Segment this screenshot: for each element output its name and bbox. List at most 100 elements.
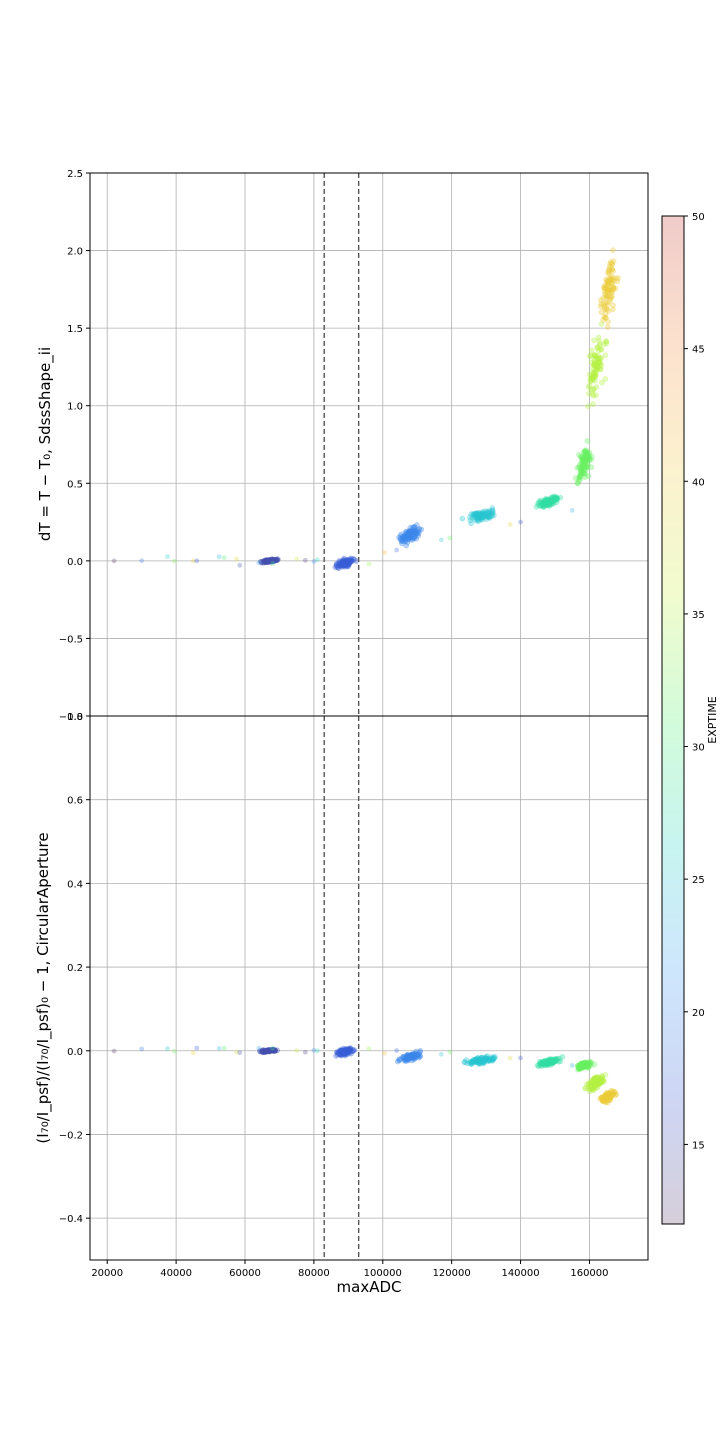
- bottom-scatter-point: [409, 1053, 416, 1060]
- bottom-scatter-point: [602, 1092, 609, 1099]
- top-scatter-point: [542, 496, 549, 503]
- top-y-tick-label: −0.5: [59, 634, 83, 645]
- bottom-scatter-point: [598, 1076, 604, 1083]
- bottom-scatter-point: [601, 1092, 608, 1099]
- bottom-scatter-point: [593, 1080, 600, 1087]
- top-scatter-point: [481, 512, 488, 519]
- bottom-scatter-point: [472, 1057, 478, 1064]
- top-scatter-point: [270, 557, 277, 564]
- top-scatter-point: [485, 508, 492, 515]
- bottom-scatter-point: [605, 1096, 612, 1103]
- bottom-scatter-point: [467, 1059, 474, 1065]
- top-y-tick-label: 2.5: [67, 169, 83, 180]
- top-scatter-point: [406, 534, 412, 541]
- bottom-scatter-point: [340, 1045, 347, 1052]
- bottom-scatter-point: [605, 1094, 611, 1100]
- bottom-scatter-point: [491, 1055, 498, 1062]
- top-scatter-point: [591, 352, 598, 358]
- top-scatter-point: [477, 516, 484, 522]
- bottom-scatter-point: [595, 1078, 602, 1085]
- bottom-scatter-point: [581, 1062, 587, 1068]
- top-scatter-point: [601, 341, 608, 347]
- bottom-scatter-point: [553, 1056, 559, 1063]
- top-scatter-point: [476, 513, 482, 520]
- top-scatter-point: [403, 528, 410, 535]
- bottom-scatter-point: [338, 1052, 344, 1059]
- top-scatter-point: [340, 562, 347, 568]
- bottom-scatter-point: [550, 1060, 556, 1067]
- top-scatter-point: [338, 561, 345, 568]
- top-scatter-point: [272, 557, 278, 563]
- top-scatter-point: [549, 497, 556, 504]
- bottom-scatter-point: [341, 1049, 348, 1056]
- bottom-scatter-point: [588, 1079, 594, 1086]
- top-scatter-point: [584, 464, 591, 471]
- bottom-scatter-point: [536, 1058, 543, 1065]
- top-scatter-point: [537, 503, 544, 509]
- top-y-axis-label: dT = T − T₀, SdssShape_ii: [36, 347, 55, 541]
- top-scatter-point: [264, 557, 270, 564]
- top-scatter-point: [269, 556, 276, 563]
- bottom-scatter-point: [598, 1078, 605, 1085]
- top-scatter-point: [485, 512, 492, 519]
- bottom-scatter-point: [490, 1055, 497, 1062]
- bottom-scatter-point: [259, 1048, 266, 1055]
- top-scatter-point: [338, 561, 345, 568]
- bottom-scatter-point: [342, 1049, 349, 1056]
- bottom-scatter-point: [267, 1048, 274, 1054]
- bottom-scatter-point: [405, 1057, 411, 1064]
- bottom-scatter-point: [579, 1063, 586, 1070]
- top-scatter-point: [545, 496, 552, 503]
- bottom-scatter-point: [476, 1060, 483, 1067]
- top-scatter-point: [341, 560, 347, 566]
- top-scatter-point: [609, 293, 615, 300]
- bottom-scatter-point: [598, 1076, 604, 1083]
- top-scatter-point: [266, 558, 273, 564]
- colorbar-gradient: [662, 216, 684, 1224]
- top-scatter-point: [258, 558, 264, 565]
- top-scatter-point: [403, 535, 409, 542]
- top-scatter-point: [273, 557, 280, 564]
- bottom-scatter-point: [485, 1056, 492, 1063]
- top-scatter-point: [405, 532, 412, 539]
- top-scatter-point: [603, 287, 610, 294]
- bottom-y-tick-label: 0.0: [67, 1047, 83, 1058]
- bottom-scatter-point: [345, 1049, 352, 1055]
- top-scatter-point: [577, 464, 583, 471]
- bottom-scatter-point: [587, 1083, 594, 1089]
- bottom-scatter-point: [339, 1050, 346, 1056]
- top-scatter-point: [605, 289, 611, 296]
- top-scatter-point: [402, 537, 408, 544]
- top-scatter-point: [269, 556, 275, 563]
- bottom-scatter-point: [605, 1091, 612, 1097]
- top-scatter-point: [586, 382, 593, 389]
- top-scatter-point: [261, 558, 268, 565]
- top-scatter-point: [597, 355, 604, 362]
- bottom-scatter-point: [536, 1060, 543, 1067]
- bottom-scatter-point: [482, 1056, 488, 1063]
- bottom-scatter-point: [601, 1078, 607, 1085]
- bottom-x-ticks: 20000 40000 60000 80000 100000 120000 140000 16…: [91, 1260, 609, 1279]
- bottom-scatter-point: [545, 1060, 552, 1066]
- top-scatter-point: [267, 558, 274, 565]
- top-scatter-point: [476, 512, 483, 518]
- top-scatter-point: [264, 557, 271, 564]
- top-scatter-point: [578, 470, 585, 477]
- top-scatter-point: [607, 277, 614, 284]
- bottom-scatter-point: [413, 1048, 419, 1055]
- top-scatter-point: [607, 296, 614, 303]
- bottom-scatter-point: [577, 1065, 584, 1072]
- top-scatter-point: [264, 557, 271, 564]
- bottom-scatter-point: [346, 1046, 353, 1053]
- bottom-scatter-point: [604, 1096, 611, 1102]
- top-scatter-point: [488, 507, 495, 514]
- top-scatter-point: [479, 513, 486, 520]
- top-scatter-point: [590, 392, 597, 399]
- bottom-scatter-point: [471, 1058, 477, 1064]
- bottom-scatter-point: [478, 1057, 485, 1064]
- bottom-scatter-point: [339, 1050, 345, 1057]
- top-scatter-point: [337, 562, 344, 568]
- top-scatter-point: [407, 532, 413, 538]
- bottom-scatter-point: [342, 1047, 349, 1054]
- bottom-scatter-point: [588, 1085, 595, 1091]
